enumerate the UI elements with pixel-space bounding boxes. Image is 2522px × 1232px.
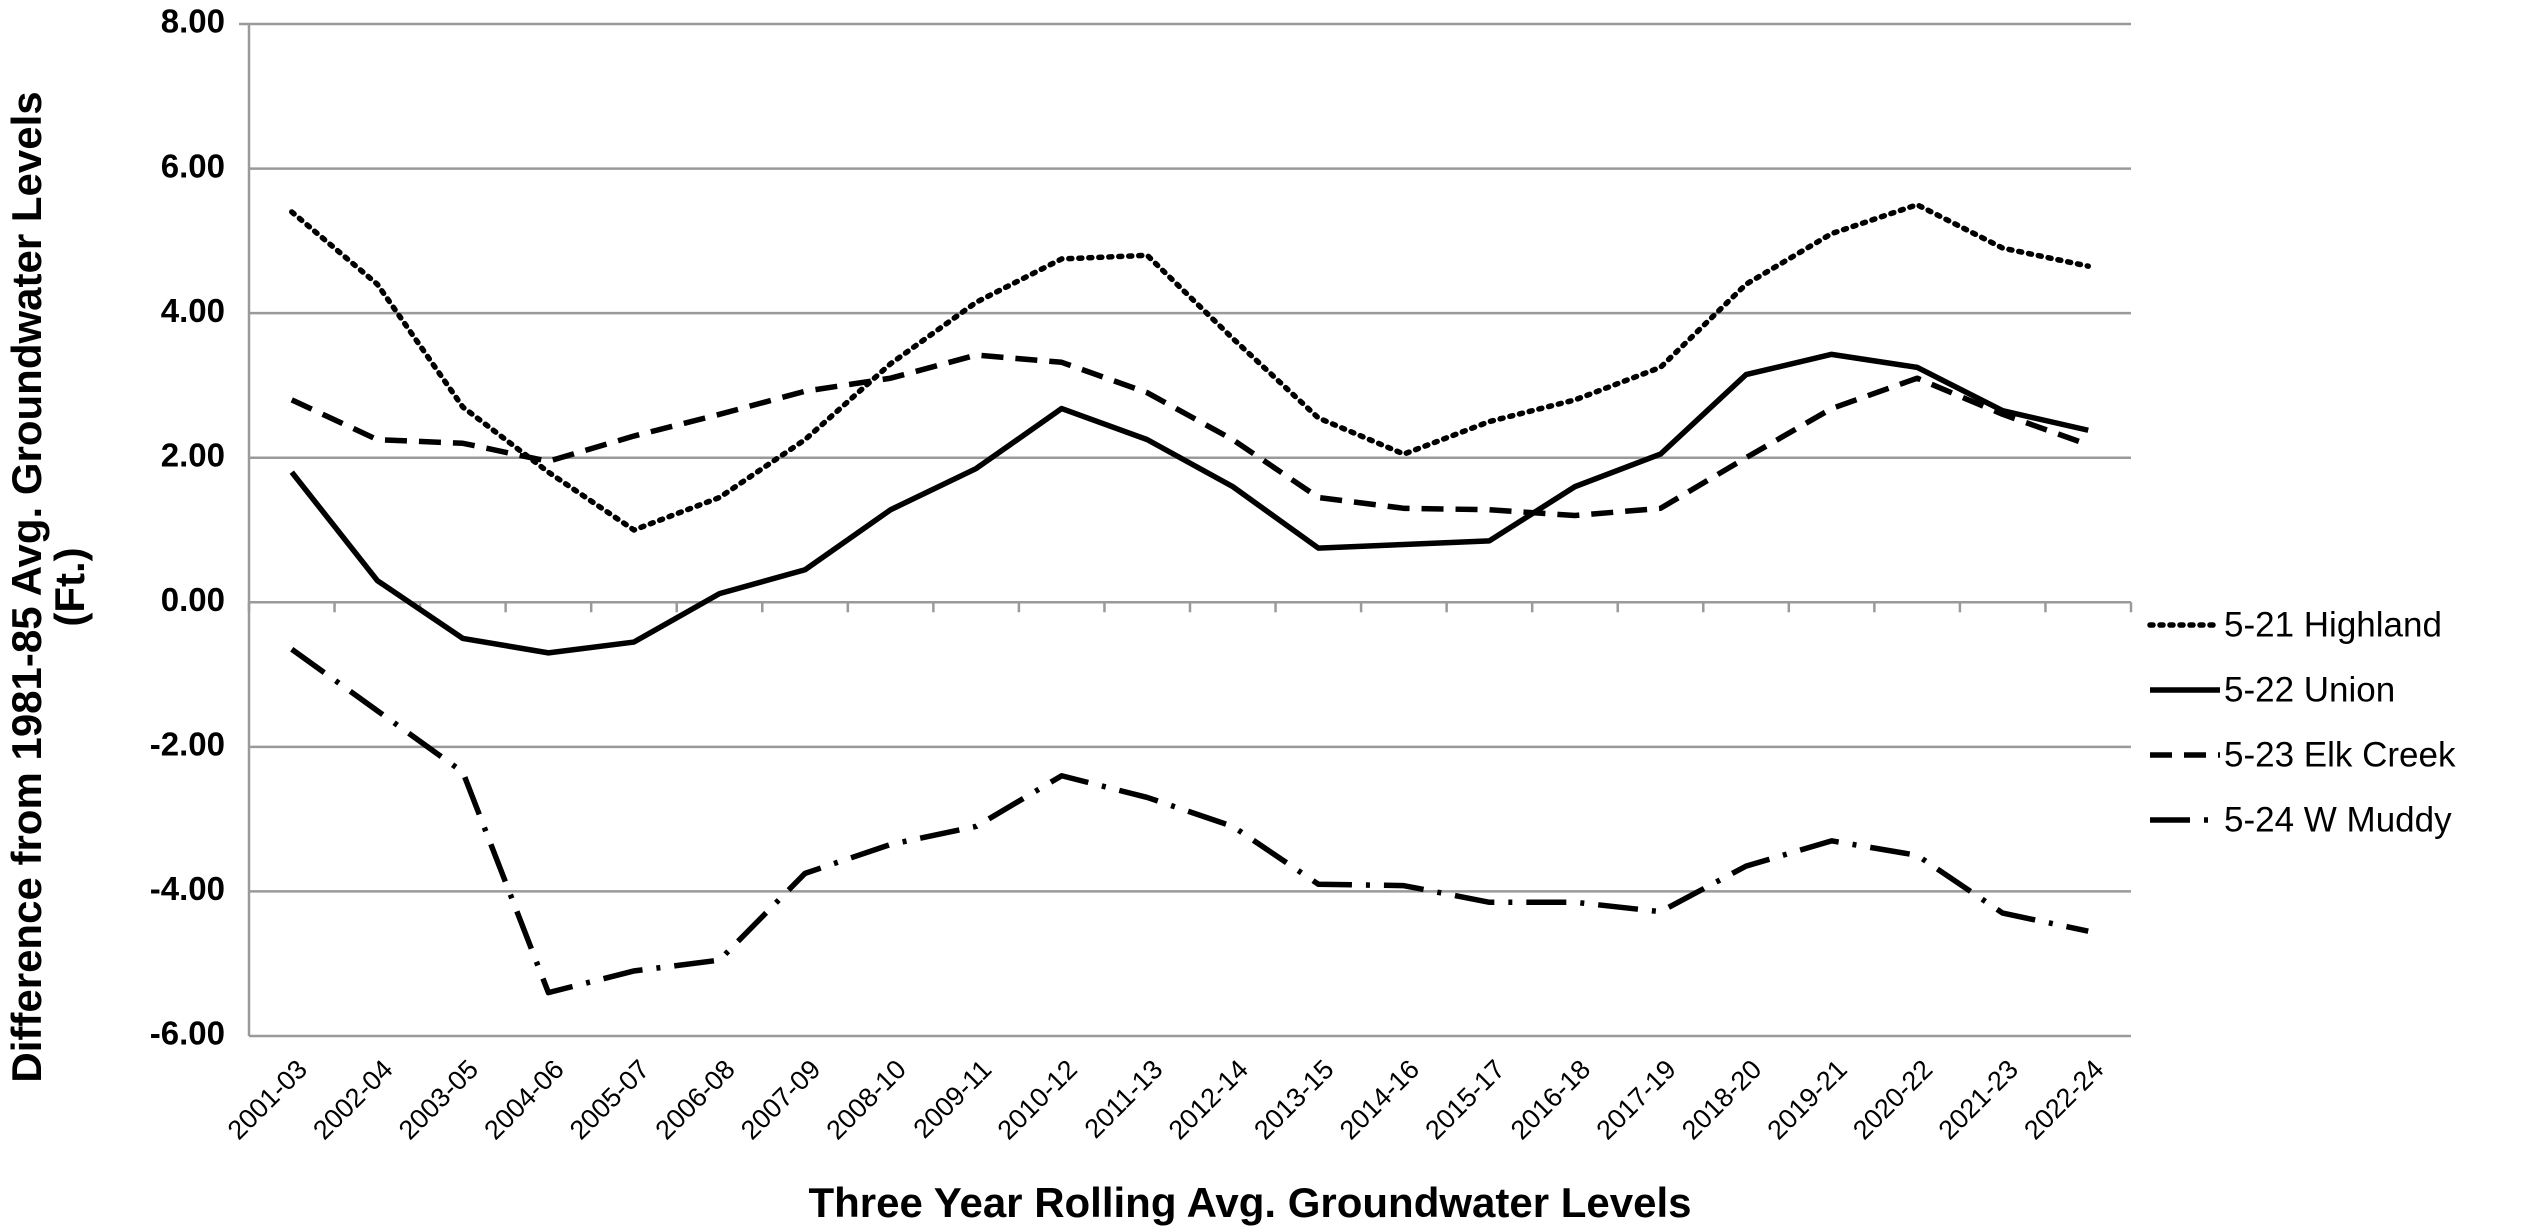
x-tick-label: 2022-24: [2018, 1054, 2109, 1145]
x-tick-label: 2014-16: [1334, 1054, 1425, 1145]
legend-label: 5-24 W Muddy: [2224, 800, 2452, 839]
x-tick-label: 2013-15: [1248, 1054, 1339, 1145]
x-tick-label: 2016-18: [1505, 1054, 1596, 1145]
x-tick-label: 2017-19: [1590, 1054, 1681, 1145]
x-tick-label: 2018-20: [1676, 1054, 1767, 1145]
y-axis-title: (Ft.): [46, 547, 93, 626]
x-tick-label: 2001-03: [222, 1054, 313, 1145]
series-line: [290, 647, 2089, 996]
y-tick-label: -4.00: [150, 870, 225, 907]
y-tick-label: 6.00: [161, 147, 225, 184]
x-axis-title: Three Year Rolling Avg. Groundwater Leve…: [808, 1179, 1691, 1226]
y-tick-label: 4.00: [161, 292, 225, 329]
x-tick-label: 2002-04: [307, 1054, 398, 1145]
legend-label: 5-23 Elk Creek: [2224, 735, 2456, 774]
y-tick-label: 0.00: [161, 581, 225, 618]
x-tick-label: 2007-09: [735, 1054, 826, 1145]
x-tick-label: 2021-23: [1933, 1054, 2024, 1145]
legend-label: 5-21 Highland: [2224, 605, 2442, 644]
series-line: [290, 352, 2090, 519]
series-line: [289, 351, 2089, 656]
x-tick-label: 2020-22: [1847, 1054, 1938, 1145]
y-tick-label: 8.00: [161, 3, 225, 40]
x-tick-label: 2003-05: [393, 1054, 484, 1145]
x-tick-label: 2019-21: [1762, 1054, 1853, 1145]
y-tick-label: -2.00: [150, 726, 225, 763]
y-axis-title: Difference from 1981-85 Avg. Groundwater…: [3, 91, 50, 1082]
x-tick-label: 2006-08: [649, 1054, 740, 1145]
y-tick-label: -6.00: [150, 1015, 225, 1052]
x-tick-label: 2011-13: [1079, 1054, 1169, 1144]
series-line: [289, 201, 2091, 533]
legend-label: 5-22 Union: [2224, 670, 2395, 709]
x-tick-label: 2009-11: [908, 1054, 998, 1144]
x-tick-label: 2004-06: [478, 1054, 569, 1145]
x-tick-label: 2005-07: [564, 1054, 655, 1145]
x-tick-label: 2010-12: [992, 1054, 1083, 1145]
x-tick-label: 2008-10: [821, 1054, 912, 1145]
x-tick-label: 2015-17: [1419, 1054, 1510, 1145]
x-tick-label: 2012-14: [1163, 1054, 1254, 1145]
y-tick-label: 2.00: [161, 436, 225, 473]
